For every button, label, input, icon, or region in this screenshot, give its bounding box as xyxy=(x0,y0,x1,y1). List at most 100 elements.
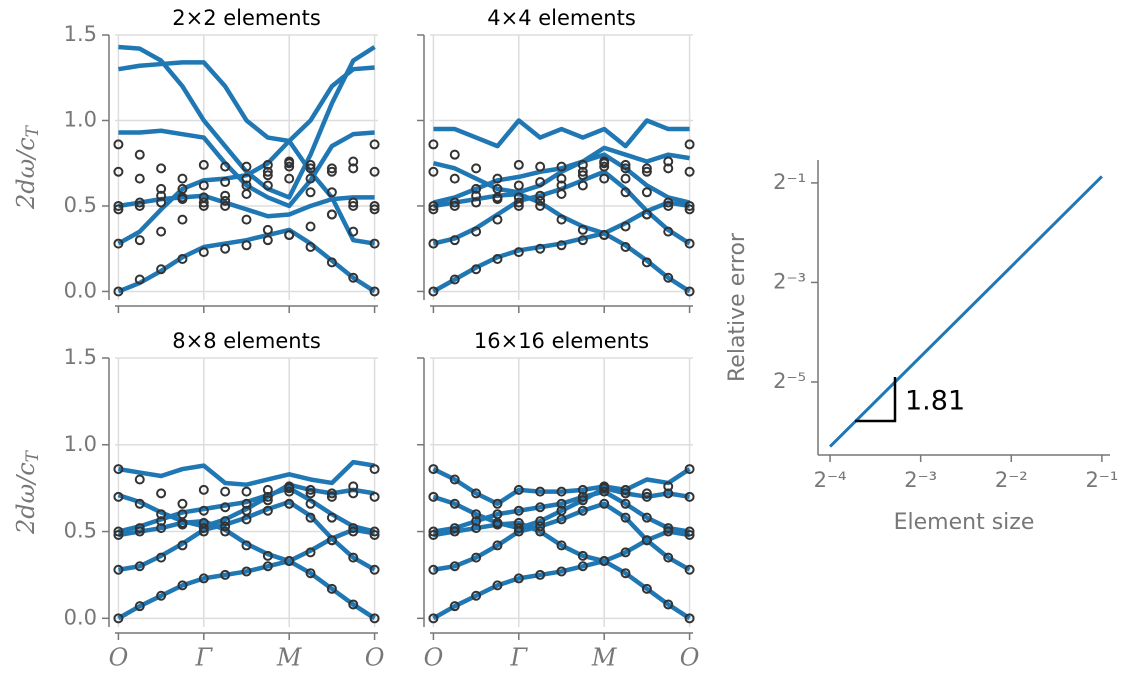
marker xyxy=(262,561,273,572)
marker xyxy=(641,535,652,546)
marker xyxy=(471,190,482,201)
x-tick-label: 2⁻¹ xyxy=(1085,468,1118,492)
marker xyxy=(262,505,273,516)
marker xyxy=(620,187,631,198)
marker xyxy=(599,161,610,172)
x-tick-label: Γ xyxy=(509,644,528,672)
marker xyxy=(177,580,188,591)
marker xyxy=(577,484,588,495)
marker xyxy=(198,505,209,516)
marker xyxy=(577,159,588,170)
marker xyxy=(241,214,252,225)
y-axis-label-sub: T xyxy=(23,449,43,462)
marker xyxy=(471,197,482,208)
marker xyxy=(620,568,631,579)
marker xyxy=(326,583,337,594)
marker xyxy=(284,481,295,492)
marker xyxy=(241,161,252,172)
chart-title: 2×2 elements xyxy=(172,6,321,30)
marker xyxy=(641,257,652,268)
marker xyxy=(326,257,337,268)
y-axis-label: 2dω/cT xyxy=(12,124,43,210)
marker xyxy=(369,564,380,575)
marker xyxy=(663,226,674,237)
marker xyxy=(156,183,167,194)
marker xyxy=(198,573,209,584)
marker xyxy=(305,159,316,170)
marker xyxy=(113,286,124,297)
marker xyxy=(684,491,695,502)
marker xyxy=(513,523,524,534)
marker xyxy=(198,484,209,495)
marker xyxy=(641,209,652,220)
marker xyxy=(535,161,546,172)
marker xyxy=(198,180,209,191)
marker xyxy=(348,523,359,534)
marker xyxy=(577,505,588,516)
marker xyxy=(471,552,482,563)
marker xyxy=(535,486,546,497)
marker xyxy=(428,238,439,249)
marker xyxy=(220,526,231,537)
x-tick-label: M xyxy=(276,644,303,672)
marker xyxy=(284,156,295,167)
marker xyxy=(577,561,588,572)
marker xyxy=(556,173,567,184)
marker xyxy=(262,550,273,561)
marker xyxy=(556,240,567,251)
marker xyxy=(113,613,124,624)
marker xyxy=(556,540,567,551)
marker xyxy=(305,484,316,495)
marker xyxy=(492,580,503,591)
marker xyxy=(428,526,439,537)
marker xyxy=(156,488,167,499)
line xyxy=(432,558,691,621)
marker xyxy=(305,173,316,184)
marker xyxy=(348,552,359,563)
marker xyxy=(492,192,503,203)
marker xyxy=(156,509,167,520)
marker xyxy=(305,221,316,232)
marker xyxy=(471,590,482,601)
marker xyxy=(198,523,209,534)
marker xyxy=(428,166,439,177)
marker xyxy=(663,272,674,283)
marker xyxy=(535,177,546,188)
marker xyxy=(262,495,273,506)
marker xyxy=(348,197,359,208)
marker xyxy=(513,573,524,584)
marker xyxy=(156,552,167,563)
marker xyxy=(684,464,695,475)
marker xyxy=(156,523,167,534)
marker xyxy=(134,601,145,612)
y-tick-label: 0.0 xyxy=(64,605,97,629)
marker xyxy=(348,272,359,283)
marker xyxy=(471,226,482,237)
y-axis-label: Relative error xyxy=(725,232,750,382)
marker xyxy=(326,488,337,499)
marker xyxy=(535,502,546,513)
line xyxy=(118,44,376,200)
marker xyxy=(156,516,167,527)
marker xyxy=(513,505,524,516)
marker xyxy=(535,195,546,206)
marker xyxy=(326,166,337,177)
marker xyxy=(428,200,439,211)
marker xyxy=(535,516,546,527)
marker xyxy=(220,161,231,172)
marker xyxy=(449,149,460,160)
marker xyxy=(113,204,124,215)
marker xyxy=(241,505,252,516)
marker xyxy=(156,190,167,201)
x-tick-label: 2⁻² xyxy=(995,468,1028,492)
marker xyxy=(684,526,695,537)
marker xyxy=(156,590,167,601)
marker xyxy=(471,183,482,194)
marker xyxy=(492,214,503,225)
y-axis-label: 2dω/cT xyxy=(12,449,43,535)
marker xyxy=(348,488,359,499)
line xyxy=(433,118,690,149)
marker xyxy=(113,526,124,537)
marker xyxy=(134,523,145,534)
marker xyxy=(599,486,610,497)
